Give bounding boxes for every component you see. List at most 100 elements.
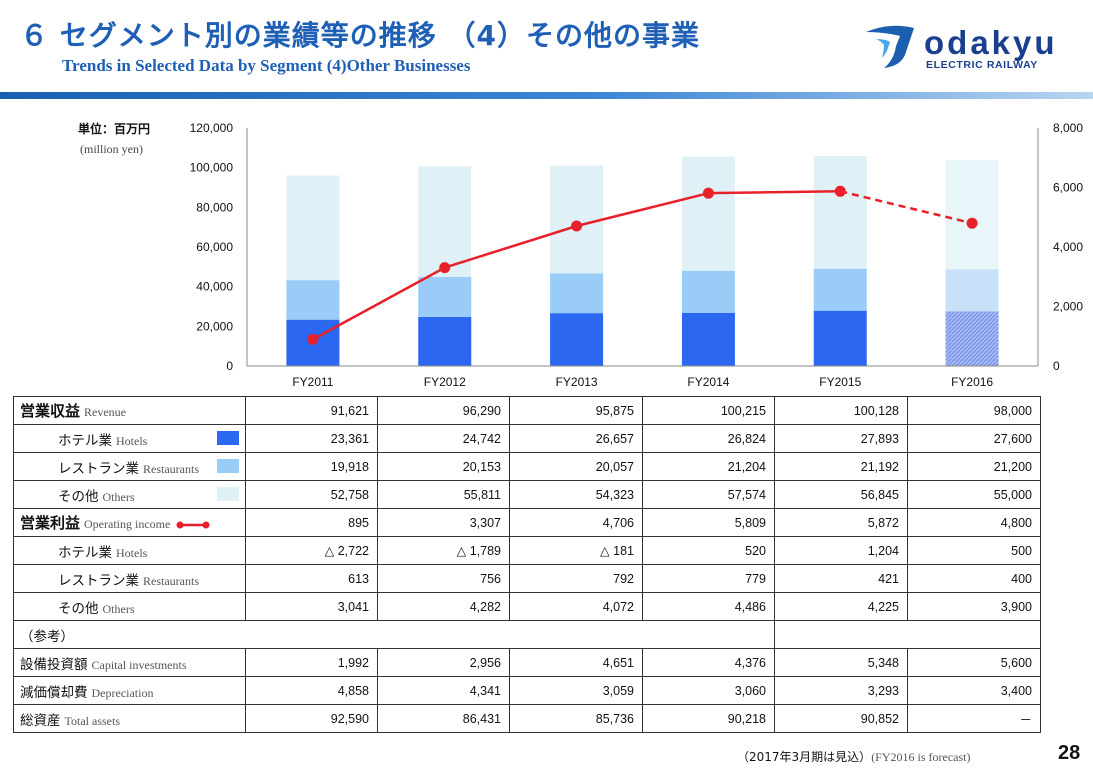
bar-restaurants-fy2012 [418,276,472,317]
row-label-en: Hotels [116,433,148,448]
row-label-cell: ホテル業 Hotels [13,424,246,453]
value-cell: 895 [245,508,378,537]
bar-hotels-fy2015 [813,310,867,366]
value-cell: 4,486 [642,592,775,621]
row-label-cell: ホテル業 Hotels [13,536,246,565]
y-tick-label: 100,000 [190,161,234,175]
operating-income-point-fy2015 [834,185,846,197]
y2-tick-label: 2,000 [1053,300,1083,314]
value-cell: 4,706 [509,508,643,537]
row-label-cell: レストラン業 Restaurants [13,452,246,481]
value-cell: 4,072 [509,592,643,621]
row-label-jp: ホテル業 [58,432,112,448]
row-label-cell: その他 Others [13,480,246,509]
legend-swatch [217,458,239,473]
y-tick-label: 80,000 [196,200,233,214]
x-tick-label: FY2011 [292,375,333,389]
page-subtitle: Trends in Selected Data by Segment (4)Ot… [62,56,471,75]
value-cell: 57,574 [642,480,775,509]
value-cell: 100,128 [774,396,908,425]
bar-others-fy2015 [813,155,867,269]
value-cell: 26,657 [509,424,643,453]
table-row: レストラン業 Restaurants 19,918 20,153 20,057 21,20… [13,452,1041,481]
value-cell: 756 [377,564,510,593]
operating-income-point-fy2016 [966,217,978,229]
value-cell: 52,758 [245,480,378,509]
operating-income-segment [708,190,841,195]
y2-tick-label: 8,000 [1053,121,1083,135]
row-label-jp: その他 [58,600,99,616]
bar-others-fy2016 [945,160,999,270]
value-cell: 26,824 [642,424,775,453]
table-row: 営業収益 Revenue 91,621 96,290 95,875 100,215 100,… [13,396,1041,425]
operating-income-point-fy2011 [307,333,319,345]
bar-restaurants-fy2014 [681,270,735,313]
row-label-cell: 営業利益 Operating income [13,508,246,537]
bar-others-fy2014 [681,156,735,271]
row-label-en: Capital investments [91,657,187,672]
row-label-en: Hotels [116,545,148,560]
value-cell: 1,204 [774,536,908,565]
value-cell: 4,225 [774,592,908,621]
value-cell: 21,200 [907,452,1041,481]
operating-income-segment [839,190,973,225]
operating-income-segment [312,266,446,341]
row-label-jp: ホテル業 [58,544,112,560]
logo-subtitle: ELECTRIC RAILWAY [926,59,1038,71]
value-cell: 92,590 [245,704,378,733]
bar-others-fy2013 [550,165,604,274]
bar-others-fy2011 [286,175,340,281]
value-cell: 3,400 [907,676,1041,705]
y-tick-label: 0 [226,359,233,373]
unit-label-en: (million yen) [80,142,143,156]
legend-swatch [217,430,239,445]
value-cell: 4,800 [907,508,1041,537]
value-cell: 2,956 [377,648,510,677]
value-cell: 20,153 [377,452,510,481]
y-tick-label: 120,000 [190,121,234,135]
value-cell: 5,600 [907,648,1041,677]
value-cell: 5,872 [774,508,908,537]
value-cell: 90,852 [774,704,908,733]
value-cell: 4,651 [509,648,643,677]
value-cell: 3,041 [245,592,378,621]
value-cell: 98,000 [907,396,1041,425]
bar-restaurants-fy2013 [550,273,604,314]
value-cell: 4,282 [377,592,510,621]
row-label-jp: 設備投資額 [20,656,88,672]
value-cell: 24,742 [377,424,510,453]
value-cell: 19,918 [245,452,378,481]
row-label-jp: 営業収益 [20,403,81,420]
page-number: 28 [1058,742,1081,764]
odakyu-emblem-icon [866,25,914,68]
operating-income-segment [444,224,577,269]
value-cell: 3,293 [774,676,908,705]
x-tick-label: FY2016 [951,375,993,389]
operating-income-point-fy2012 [439,262,451,274]
row-label-jp: 営業利益 [20,515,81,532]
logo-wordmark: odakyu [924,24,1058,61]
value-cell: 95,875 [509,396,643,425]
value-cell: 5,348 [774,648,908,677]
data-table: 営業収益 Revenue 91,621 96,290 95,875 100,215 100,… [13,396,1041,733]
table-row: 減価償却費 Depreciation 4,858 4,341 3,059 3,060 3,2… [13,676,1041,705]
forecast-footnote: （2017年3月期は見込）(FY2016 is forecast) [737,748,971,765]
footnote-jp: （2017年3月期は見込） [737,750,872,764]
bar-restaurants-fy2011 [286,280,340,320]
value-cell: 56,845 [774,480,908,509]
y2-tick-label: 6,000 [1053,181,1083,195]
row-label-cell: 設備投資額 Capital investments [13,648,246,677]
value-cell: 4,858 [245,676,378,705]
odakyu-logo: odakyu ELECTRIC RAILWAY [862,22,1082,82]
value-cell: 55,811 [377,480,510,509]
bar-restaurants-fy2015 [813,268,867,311]
value-cell: 100,215 [642,396,775,425]
value-cell: 4,341 [377,676,510,705]
bar-hotels-fy2014 [681,312,735,366]
value-cell: 91,621 [245,396,378,425]
row-label-cell: その他 Others [13,592,246,621]
value-cell: 20,057 [509,452,643,481]
value-cell: 27,600 [907,424,1041,453]
value-cell: 96,290 [377,396,510,425]
value-cell: 23,361 [245,424,378,453]
